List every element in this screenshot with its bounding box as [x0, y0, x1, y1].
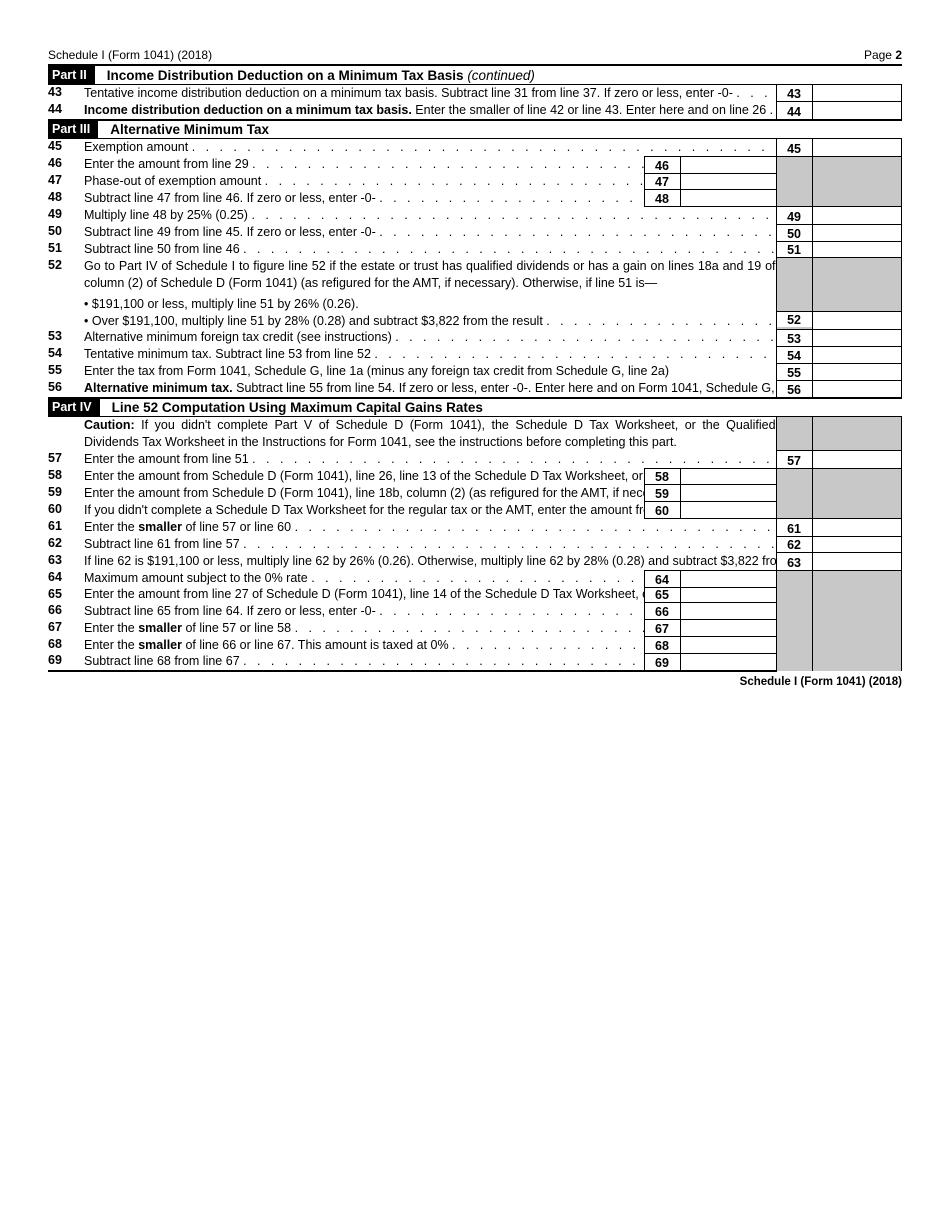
line-48: 48 Subtract line 47 from line 46. If zer… — [48, 190, 902, 207]
line-49-value[interactable] — [812, 207, 901, 224]
line-66-value[interactable] — [680, 603, 776, 620]
part-4-chip: Part IV — [48, 399, 100, 416]
line-58: 58 Enter the amount from Schedule D (For… — [48, 468, 902, 485]
line-51-value[interactable] — [812, 241, 901, 258]
part-4-title: Line 52 Computation Using Maximum Capita… — [100, 400, 483, 415]
line-61-value[interactable] — [812, 519, 901, 536]
line-46-value[interactable] — [680, 156, 776, 173]
line-65: 65 Enter the amount from line 27 of Sche… — [48, 587, 902, 603]
line-57: 57 Enter the amount from line 51 57 — [48, 451, 902, 468]
line-52-value[interactable] — [813, 311, 901, 329]
line-44-value[interactable] — [812, 102, 901, 119]
line-68-value[interactable] — [680, 637, 776, 654]
line-43-value[interactable] — [812, 85, 901, 102]
header-right: Page 2 — [864, 48, 902, 62]
line-64: 64 Maximum amount subject to the 0% rate… — [48, 570, 902, 587]
line-66: 66 Subtract line 65 from line 64. If zer… — [48, 603, 902, 620]
line-63-value[interactable] — [812, 553, 901, 570]
part-2-title: Income Distribution Deduction on a Minim… — [95, 68, 535, 83]
part-3-title: Alternative Minimum Tax — [98, 122, 269, 137]
line-54-value[interactable] — [812, 346, 901, 363]
page-footer: Schedule I (Form 1041) (2018) — [48, 672, 902, 688]
line-47-value[interactable] — [680, 173, 776, 190]
line-47: 47 Phase-out of exemption amount 47 — [48, 173, 902, 190]
part-2-table: 43 Tentative income distribution deducti… — [48, 85, 902, 119]
line-69: 69 Subtract line 68 from line 67 69 — [48, 653, 902, 671]
line-51: 51 Subtract line 50 from line 46 51 — [48, 241, 902, 258]
line-56: 56 Alternative minimum tax. Subtract lin… — [48, 380, 902, 397]
line-67-value[interactable] — [680, 620, 776, 637]
line-59-value[interactable] — [680, 485, 776, 502]
line-45: 45 Exemption amount 45 — [48, 139, 902, 156]
caution-row: Caution: If you didn't complete Part V o… — [48, 417, 902, 451]
part-3-bar: Part III Alternative Minimum Tax — [48, 119, 902, 139]
line-55-value[interactable] — [812, 363, 901, 380]
line-62: 62 Subtract line 61 from line 57 62 — [48, 536, 902, 553]
line-63: 63 If line 62 is $191,100 or less, multi… — [48, 553, 902, 570]
line-68: 68 Enter the smaller of line 66 or line … — [48, 637, 902, 654]
line-55: 55 Enter the tax from Form 1041, Schedul… — [48, 363, 902, 380]
line-45-value[interactable] — [812, 139, 901, 156]
line-50: 50 Subtract line 49 from line 45. If zer… — [48, 224, 902, 241]
line-60-value[interactable] — [680, 502, 776, 519]
part-3-table: 45 Exemption amount 45 46 Enter the amou… — [48, 139, 902, 397]
line-48-value[interactable] — [680, 190, 776, 207]
part-2-bar: Part II Income Distribution Deduction on… — [48, 65, 902, 85]
line-69-value[interactable] — [680, 653, 776, 671]
line-67: 67 Enter the smaller of line 57 or line … — [48, 620, 902, 637]
line-54: 54 Tentative minimum tax. Subtract line … — [48, 346, 902, 363]
line-53-value[interactable] — [812, 329, 901, 346]
line-49: 49 Multiply line 48 by 25% (0.25) 49 — [48, 207, 902, 224]
part-4-bar: Part IV Line 52 Computation Using Maximu… — [48, 397, 902, 417]
line-58-value[interactable] — [680, 468, 776, 485]
line-61: 61 Enter the smaller of line 57 or line … — [48, 519, 902, 536]
line-57-value[interactable] — [812, 451, 901, 468]
part-4-table: Caution: If you didn't complete Part V o… — [48, 417, 902, 672]
line-50-value[interactable] — [812, 224, 901, 241]
line-59: 59 Enter the amount from Schedule D (For… — [48, 485, 902, 502]
line-64-value[interactable] — [680, 570, 776, 587]
part-2-chip: Part II — [48, 66, 95, 84]
page-header: Schedule I (Form 1041) (2018) Page 2 — [48, 48, 902, 65]
line-56-value[interactable] — [812, 380, 901, 397]
part-3-chip: Part III — [48, 121, 98, 138]
line-46: 46 Enter the amount from line 29 46 — [48, 156, 902, 173]
line-60: 60 If you didn't complete a Schedule D T… — [48, 502, 902, 519]
line-52: 52 Go to Part IV of Schedule I to figure… — [48, 258, 902, 330]
line-44: 44 Income distribution deduction on a mi… — [48, 102, 902, 119]
line-62-value[interactable] — [812, 536, 901, 553]
line-65-value[interactable] — [680, 587, 776, 603]
header-left: Schedule I (Form 1041) (2018) — [48, 48, 212, 62]
line-53: 53 Alternative minimum foreign tax credi… — [48, 329, 902, 346]
line-43: 43 Tentative income distribution deducti… — [48, 85, 902, 102]
